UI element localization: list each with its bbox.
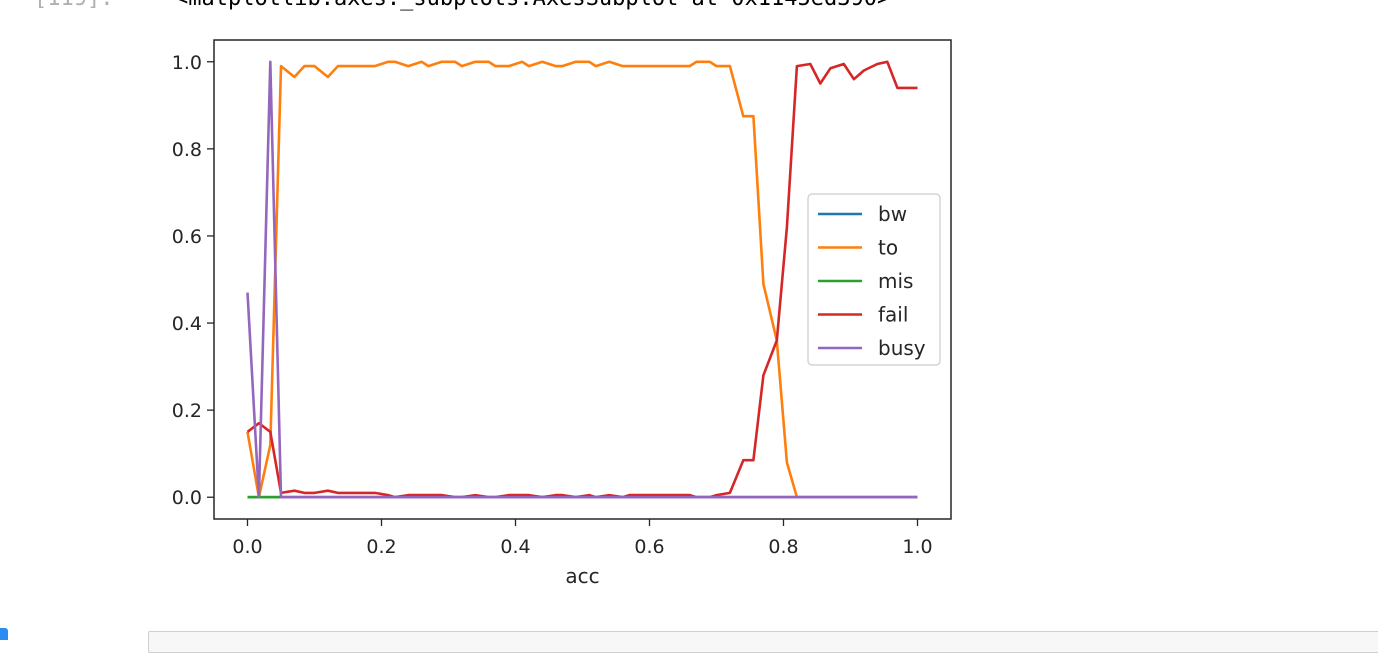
series-line-busy xyxy=(246,60,918,499)
legend-label-bw: bw xyxy=(878,202,907,226)
legend-label-to: to xyxy=(878,236,898,260)
legend-label-mis: mis xyxy=(878,269,913,293)
y-tick-label: 0.4 xyxy=(172,313,202,335)
y-tick-label: 0.2 xyxy=(172,400,202,422)
x-axis-label: acc xyxy=(565,564,599,588)
series-line-fail xyxy=(246,60,918,499)
cell-prompt: [119]: xyxy=(34,0,113,11)
x-tick-label: 0.2 xyxy=(366,536,396,558)
legend-label-busy: busy xyxy=(878,336,926,360)
cell-output-text: <matplotlib.axes._subplots.AxesSubplot a… xyxy=(175,0,890,11)
series-line-to xyxy=(246,60,918,499)
y-tick-label: 0.8 xyxy=(172,139,202,161)
legend: bw to mis fail busy xyxy=(807,193,941,366)
x-ticks: 0.0 0.2 0.4 0.6 0.8 1.0 xyxy=(232,519,933,558)
x-tick-label: 0.8 xyxy=(768,536,798,558)
x-tick-label: 0.4 xyxy=(500,536,530,558)
x-tick-label: 0.0 xyxy=(232,536,262,558)
y-tick-label: 1.0 xyxy=(172,52,202,74)
y-tick-label: 0.0 xyxy=(172,487,202,509)
axes-frame xyxy=(213,39,952,520)
axes-border xyxy=(213,39,952,520)
next-code-cell[interactable] xyxy=(148,631,1378,653)
y-ticks: 0.0 0.2 0.4 0.6 0.8 1.0 xyxy=(172,52,214,509)
x-tick-label: 0.6 xyxy=(634,536,664,558)
legend-box xyxy=(807,193,941,366)
legend-label-fail: fail xyxy=(878,303,908,327)
cell-selection-marker xyxy=(0,628,8,640)
x-tick-label: 1.0 xyxy=(902,536,932,558)
series-lines xyxy=(246,60,918,499)
y-tick-label: 0.6 xyxy=(172,226,202,248)
